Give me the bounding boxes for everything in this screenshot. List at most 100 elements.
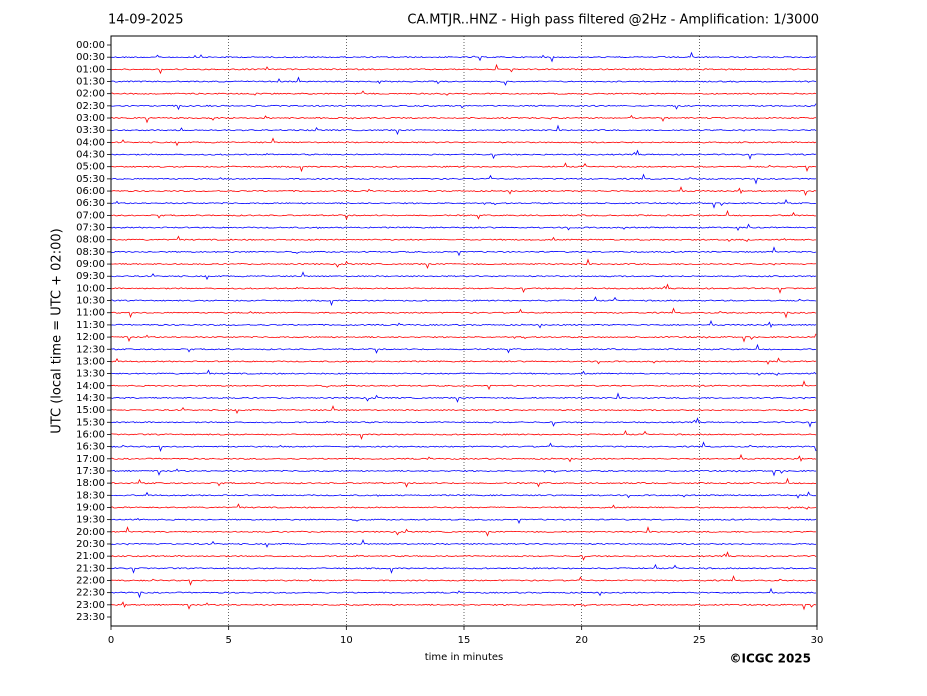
trace: [110, 199, 817, 209]
y-tick-label: 23:30: [76, 612, 105, 623]
trace: [110, 417, 817, 428]
y-tick-label: 06:00: [76, 186, 105, 197]
y-tick-label: 01:30: [76, 77, 105, 88]
y-tick-label: 03:00: [76, 113, 105, 124]
trace: [110, 468, 817, 477]
y-tick-label: 04:00: [76, 137, 105, 148]
copyright: ©ICGC 2025: [729, 652, 811, 666]
trace: [110, 453, 817, 463]
x-tick-label: 15: [458, 635, 471, 646]
y-tick-label: 07:30: [76, 223, 105, 234]
trace: [110, 76, 817, 86]
trace: [110, 587, 817, 599]
y-tick-label: 15:00: [76, 405, 105, 416]
trace: [110, 209, 817, 220]
y-tick-label: 16:30: [76, 442, 105, 453]
x-tick-label: 20: [575, 635, 588, 646]
x-tick-label: 25: [693, 635, 706, 646]
trace: [111, 430, 817, 441]
y-tick-label: 00:00: [76, 40, 105, 51]
y-tick-label: 08:00: [76, 235, 105, 246]
y-tick-label: 10:00: [76, 283, 105, 294]
trace: [111, 307, 817, 319]
y-tick-label: 11:30: [76, 320, 105, 331]
y-tick-label: 07:00: [76, 210, 105, 221]
y-tick-label: 17:00: [76, 454, 105, 465]
y-tick-label: 05:00: [76, 162, 105, 173]
y-tick-label: 21:30: [76, 563, 105, 574]
x-tick-label: 10: [340, 635, 353, 646]
trace: [110, 601, 817, 611]
y-tick-label: 13:30: [76, 369, 105, 380]
y-tick-label: 21:00: [76, 551, 105, 562]
trace: [110, 173, 817, 185]
trace: [110, 246, 817, 257]
y-tick-label: 22:00: [76, 575, 105, 586]
trace: [110, 235, 817, 242]
trace: [110, 296, 817, 307]
x-axis-label: time in minutes: [425, 652, 504, 663]
y-tick-label: 00:30: [76, 52, 105, 63]
y-tick-label: 14:30: [76, 393, 105, 404]
date: 14-09-2025: [108, 13, 184, 28]
y-axis-label: UTC (local time = UTC + 02:00): [50, 228, 65, 433]
y-tick-label: 16:00: [76, 429, 105, 440]
y-tick-label: 20:00: [76, 527, 105, 538]
y-tick-label: 18:30: [76, 490, 105, 501]
trace: [110, 491, 817, 499]
y-tick-label: 13:00: [76, 356, 105, 367]
trace: [110, 137, 817, 147]
trace: [110, 380, 817, 391]
trace: [110, 51, 817, 63]
y-tick-label: 03:30: [76, 125, 105, 136]
y-tick-label: 06:30: [76, 198, 105, 209]
trace: [110, 441, 817, 452]
y-tick-label: 19:30: [76, 515, 105, 526]
trace: [110, 357, 817, 365]
y-tick-label: 08:30: [76, 247, 105, 258]
y-tick-label: 14:00: [76, 381, 105, 392]
y-tick-label: 10:30: [76, 296, 105, 307]
y-tick-label: 23:00: [76, 600, 105, 611]
y-tick-label: 12:30: [76, 344, 105, 355]
y-tick-label: 19:00: [76, 502, 105, 513]
trace: [110, 551, 817, 561]
trace: [110, 333, 817, 343]
trace: [110, 392, 817, 403]
trace: [110, 90, 817, 96]
y-tick-label: 05:30: [76, 174, 105, 185]
y-tick-label: 12:00: [76, 332, 105, 343]
y-tick-label: 04:30: [76, 150, 105, 161]
trace: [110, 149, 817, 161]
trace: [110, 575, 817, 586]
trace: [110, 518, 817, 524]
trace: [110, 162, 817, 173]
y-tick-label: 22:30: [76, 588, 105, 599]
plot-frame: [110, 35, 818, 627]
trace: [110, 526, 817, 537]
trace: [110, 124, 817, 136]
y-tick-label: 18:00: [76, 478, 105, 489]
trace: [110, 271, 817, 281]
y-tick-label: 02:30: [76, 101, 105, 112]
y-tick-label: 09:00: [76, 259, 105, 270]
trace: [110, 563, 817, 574]
y-tick-label: 09:30: [76, 271, 105, 282]
trace: [110, 258, 817, 270]
trace: [110, 343, 817, 354]
x-tick-label: 0: [108, 635, 114, 646]
trace: [110, 369, 817, 376]
y-tick-label: 01:00: [76, 64, 105, 75]
trace: [110, 539, 817, 548]
y-tick-label: 15:30: [76, 417, 105, 428]
trace: [110, 405, 817, 414]
chart-title: CA.MTJR..HNZ - High pass filtered @2Hz -…: [407, 13, 819, 28]
x-tick-label: 5: [225, 635, 231, 646]
trace: [110, 186, 817, 196]
x-tick-label: 30: [811, 635, 824, 646]
trace: [110, 503, 817, 510]
y-tick-label: 02:00: [76, 89, 105, 100]
trace: [110, 114, 817, 124]
